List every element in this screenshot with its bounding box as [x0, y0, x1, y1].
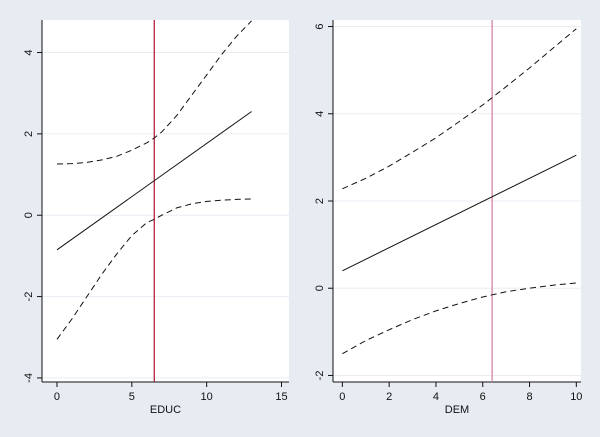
x-tick-label: 6: [480, 391, 486, 403]
upper-ci-line: [56, 20, 252, 165]
x-tick-label: 10: [201, 391, 213, 403]
y-tick-label: -2: [314, 371, 326, 381]
x-tick-label: 2: [386, 391, 392, 403]
lower-ci-line: [56, 198, 252, 340]
left-panel-educ: -4 -2 0 2 4 0 5 10 15 EDUC: [23, 20, 289, 416]
lower-ci-line: [342, 282, 577, 355]
y-tick-label: 4: [314, 111, 326, 117]
y-tick-label: 2: [23, 131, 35, 137]
x-tick-label: 4: [433, 391, 439, 403]
y-tick-label: 0: [23, 212, 35, 218]
y-tick-label: -4: [23, 373, 35, 383]
x-tick-label: 8: [526, 391, 532, 403]
y-tick-label: -2: [23, 292, 35, 302]
x-axis-title: DEM: [445, 404, 469, 416]
y-tick-label: 0: [314, 285, 326, 291]
upper-ci-line: [342, 28, 577, 190]
x-tick-label: 10: [570, 391, 582, 403]
x-tick-label: 5: [129, 391, 135, 403]
plot-area: [42, 20, 289, 382]
x-tick-label: 0: [54, 391, 60, 403]
estimate-line: [56, 111, 252, 251]
x-tick-label: 15: [275, 391, 287, 403]
right-panel-dem: -2 0 2 4 6 0 2 4 6 8 10 DEM: [314, 20, 582, 416]
x-axis-title: EDUC: [150, 404, 181, 416]
x-tick-label: 0: [339, 391, 345, 403]
y-tick-label: 4: [23, 49, 35, 55]
y-tick-label: 6: [314, 23, 326, 29]
y-tick-label: 2: [314, 198, 326, 204]
estimate-line: [342, 154, 577, 272]
